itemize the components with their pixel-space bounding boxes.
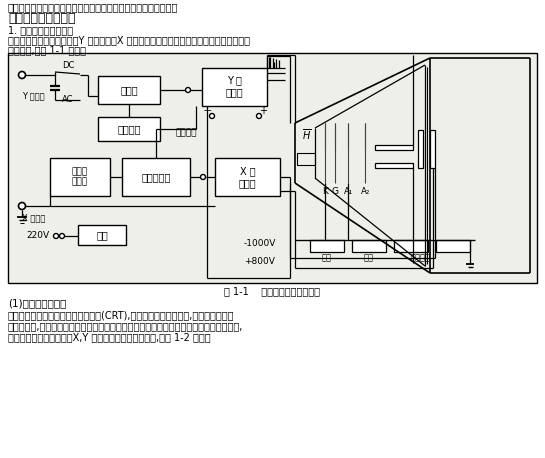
Text: 辅助聚焦: 辅助聚焦	[411, 253, 431, 262]
Text: 图 1-1    单踪示波器的基本组成: 图 1-1 单踪示波器的基本组成	[224, 286, 320, 296]
Text: 其内部结构包括电子枪、X,Y 偏转板和荧光屏三大部分,如图 1-2 所示。: 其内部结构包括电子枪、X,Y 偏转板和荧光屏三大部分,如图 1-2 所示。	[8, 332, 210, 342]
Circle shape	[257, 114, 262, 119]
Text: 换为光信号,用荧光屏来显示被测信号的图形。示波管是示波器用来显示测量结果的指示器,: 换为光信号,用荧光屏来显示被测信号的图形。示波管是示波器用来显示测量结果的指示器…	[8, 321, 244, 331]
Circle shape	[19, 202, 26, 209]
Text: 同步信号: 同步信号	[176, 129, 197, 137]
Text: 1. 单踪示波器基本组成: 1. 单踪示波器基本组成	[8, 25, 73, 35]
Circle shape	[209, 114, 215, 119]
Text: X 轴
放大器: X 轴 放大器	[239, 166, 256, 188]
Text: A₂: A₂	[361, 186, 371, 196]
Text: AC: AC	[62, 96, 74, 104]
Bar	[98, 76, 160, 104]
Bar	[297, 153, 315, 165]
Text: 一、单踪示波器介绍: 一、单踪示波器介绍	[8, 12, 76, 25]
Text: 扫描发生器: 扫描发生器	[141, 172, 171, 182]
Circle shape	[19, 71, 26, 78]
Text: -1000V: -1000V	[244, 240, 276, 249]
Text: Y 轴
放大器: Y 轴 放大器	[226, 75, 243, 97]
Text: 单踪示波器一般由示波管、Y 轴放大器、X 轴放大器、扫描发生器、电源和测试探头等几大: 单踪示波器一般由示波管、Y 轴放大器、X 轴放大器、扫描发生器、电源和测试探头等…	[8, 35, 250, 45]
Bar	[375, 145, 413, 150]
Text: 辉度: 辉度	[322, 253, 332, 262]
Bar	[352, 240, 386, 252]
Text: 聚焦: 聚焦	[364, 253, 374, 262]
Text: +800V: +800V	[245, 257, 275, 267]
Text: A₁: A₁	[344, 186, 354, 196]
Bar	[50, 158, 110, 196]
Text: 扫描速
度调整: 扫描速 度调整	[72, 167, 88, 187]
Text: 示波器的心脏部分是阴极射线示波管(CRT),它是一种屏幕式显示器,能将被测信号转: 示波器的心脏部分是阴极射线示波管(CRT),它是一种屏幕式显示器,能将被测信号转	[8, 310, 234, 320]
Circle shape	[201, 174, 205, 180]
Text: Y 轴输入: Y 轴输入	[22, 92, 45, 100]
Text: $\overline{H}$: $\overline{H}$	[302, 128, 312, 142]
Text: 电源: 电源	[96, 230, 108, 240]
Text: +: +	[259, 106, 267, 116]
Text: 220V: 220V	[26, 231, 49, 240]
Bar	[436, 240, 470, 252]
Circle shape	[59, 234, 64, 239]
Bar	[78, 225, 126, 245]
Bar	[418, 130, 423, 168]
Text: 校正信号: 校正信号	[117, 124, 141, 134]
Text: X 轴输入: X 轴输入	[22, 213, 45, 223]
Text: 部分组成,如图 1-1 所示。: 部分组成,如图 1-1 所示。	[8, 45, 86, 55]
Bar	[8, 53, 537, 283]
Bar	[310, 240, 344, 252]
Bar	[122, 158, 190, 196]
Bar	[215, 158, 280, 196]
Bar	[375, 163, 413, 168]
Text: (1)阴极射线示波管: (1)阴极射线示波管	[8, 298, 66, 308]
Text: 适合于家电维修人员的模拟示波器主要有单踪示波器和双踪示波器: 适合于家电维修人员的模拟示波器主要有单踪示波器和双踪示波器	[8, 2, 178, 12]
Circle shape	[53, 234, 58, 239]
Bar	[202, 68, 267, 106]
Bar	[98, 117, 160, 141]
Bar	[430, 130, 435, 168]
Bar	[394, 240, 428, 252]
Text: 衰减器: 衰减器	[120, 85, 138, 95]
Text: G: G	[331, 186, 338, 196]
Text: —: —	[203, 107, 211, 115]
Text: DC: DC	[62, 61, 74, 71]
Text: K: K	[322, 186, 328, 196]
Circle shape	[185, 87, 191, 93]
